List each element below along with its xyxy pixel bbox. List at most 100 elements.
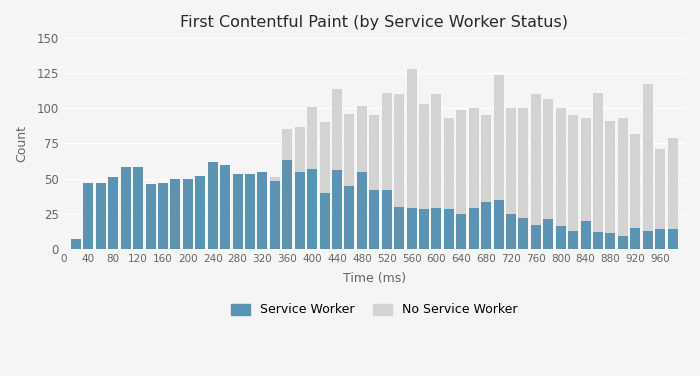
Bar [195,176,205,249]
Bar [258,171,267,249]
Bar [195,176,205,249]
Bar [556,108,566,249]
Bar [580,118,591,249]
Bar [618,236,628,249]
Bar [245,174,255,249]
Bar [494,200,503,249]
Bar [158,183,168,249]
Bar [593,93,603,249]
Bar [282,129,293,249]
Bar [456,110,466,249]
Bar [519,108,528,249]
Bar [668,229,678,249]
Bar [469,208,479,249]
Bar [370,115,379,249]
Bar [370,190,379,249]
Bar [506,108,516,249]
Bar [630,228,640,249]
Bar [419,104,429,249]
Bar [171,179,181,249]
Bar [444,209,454,249]
Bar [655,149,665,249]
Bar [220,165,230,249]
Bar [606,121,615,249]
Bar [208,162,218,249]
Bar [295,171,304,249]
Bar [183,179,193,249]
Bar [171,179,181,249]
X-axis label: Time (ms): Time (ms) [343,272,406,285]
Bar [630,133,640,249]
Bar [618,118,628,249]
Bar [519,218,528,249]
Bar [270,181,280,249]
Bar [158,183,168,249]
Bar [606,233,615,249]
Bar [208,162,218,249]
Bar [394,207,404,249]
Bar [295,127,304,249]
Bar [120,167,131,249]
Bar [643,85,652,249]
Title: First Contentful Paint (by Service Worker Status): First Contentful Paint (by Service Worke… [181,15,568,30]
Bar [320,122,330,249]
Bar [431,208,442,249]
Bar [344,114,354,249]
Bar [344,186,354,249]
Bar [133,167,143,249]
Bar [307,169,317,249]
Bar [531,94,541,249]
Bar [258,171,267,249]
Bar [407,208,416,249]
Bar [469,108,479,249]
Bar [357,171,367,249]
Bar [407,69,416,249]
Bar [332,170,342,249]
Bar [245,174,255,249]
Bar [506,214,516,249]
Bar [133,167,143,249]
Bar [357,106,367,249]
Bar [83,183,93,249]
Bar [83,183,93,249]
Bar [431,94,442,249]
Bar [183,179,193,249]
Bar [543,99,553,249]
Bar [543,219,553,249]
Bar [531,225,541,249]
Bar [444,118,454,249]
Bar [593,232,603,249]
Bar [220,165,230,249]
Bar [481,202,491,249]
Bar [494,74,503,249]
Bar [96,183,106,249]
Bar [270,177,280,249]
Bar [556,226,566,249]
Bar [456,214,466,249]
Bar [71,239,81,249]
Bar [382,190,392,249]
Bar [320,193,330,249]
Bar [71,239,81,249]
Bar [232,174,242,249]
Bar [580,221,591,249]
Bar [568,115,578,249]
Bar [108,177,118,249]
Bar [655,229,665,249]
Bar [146,184,155,249]
Legend: Service Worker, No Service Worker: Service Worker, No Service Worker [225,297,524,323]
Bar [282,160,293,249]
Bar [668,138,678,249]
Y-axis label: Count: Count [15,125,28,162]
Bar [382,93,392,249]
Bar [120,167,131,249]
Bar [232,174,242,249]
Bar [332,89,342,249]
Bar [307,107,317,249]
Bar [96,183,106,249]
Bar [481,115,491,249]
Bar [568,230,578,249]
Bar [643,230,652,249]
Bar [394,94,404,249]
Bar [108,177,118,249]
